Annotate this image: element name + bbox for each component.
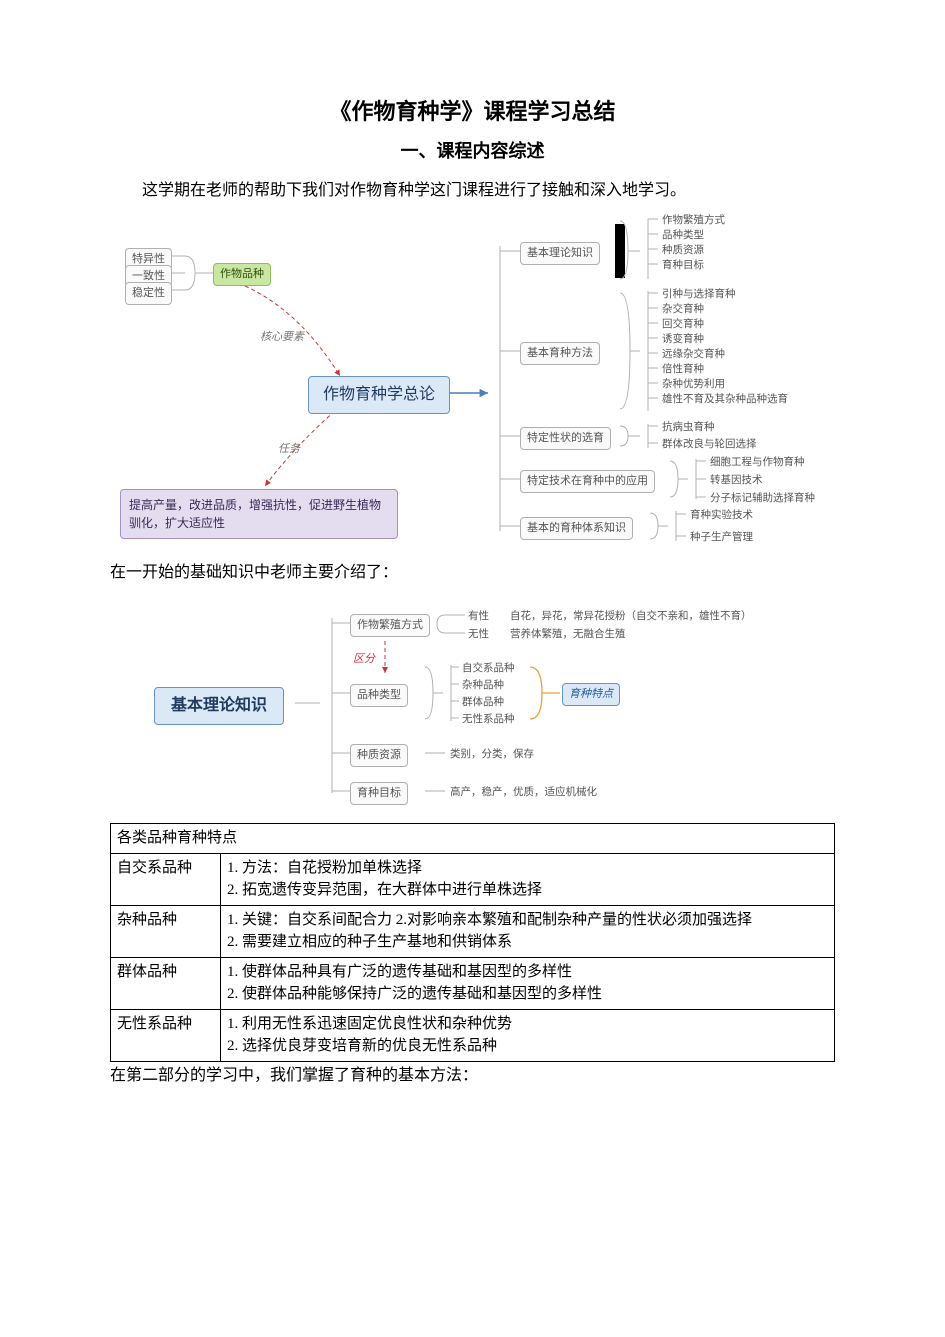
d1-item: 分子标记辅助选择育种	[710, 491, 815, 507]
d1-item: 杂种优势利用	[662, 377, 725, 393]
doc-title: 《作物育种学》课程学习总结	[110, 95, 835, 128]
table-cell: 1. 方法：自花授粉加单株选择 2. 拓宽遗传变异范围，在大群体中进行单株选择	[221, 853, 835, 905]
d1-item: 品种类型	[662, 228, 704, 244]
table-key: 无性系品种	[111, 1009, 221, 1061]
d1-item: 育种目标	[662, 258, 704, 274]
d1-item: 种质资源	[662, 243, 704, 259]
end-para: 在第二部分的学习中，我们掌握了育种的基本方法：	[110, 1064, 835, 1088]
d1-branch-title: 基本的育种体系知识	[520, 517, 633, 540]
d1-item: 细胞工程与作物育种	[710, 455, 805, 471]
table-cell: 1. 利用无性系迅速固定优良性状和杂种优势 2. 选择优良芽变培育新的优良无性系…	[221, 1009, 835, 1061]
d2-dist-label: 区分	[353, 651, 375, 668]
d1-branch-title: 特定技术在育种中的应用	[520, 470, 655, 493]
d2-node: 育种目标	[350, 782, 408, 805]
d1-branch-title: 基本育种方法	[520, 342, 600, 365]
d1-item: 抗病虫育种	[662, 420, 715, 436]
d1-item: 回交育种	[662, 317, 704, 333]
d2-right: 高产，稳产，优质，适应机械化	[450, 785, 597, 801]
table-cell: 1. 使群体品种具有广泛的遗传基础和基因型的多样性 2. 使群体品种能够保持广泛…	[221, 957, 835, 1009]
table-key: 群体品种	[111, 957, 221, 1009]
d2-item: 群体品种	[462, 695, 504, 711]
d1-item: 转基因技术	[710, 473, 763, 489]
d1-item: 倍性育种	[662, 362, 704, 378]
d1-item: 雄性不育及其杂种品种选育	[662, 392, 788, 408]
d2-item: 自交系品种	[462, 661, 515, 677]
d1-item: 种子生产管理	[690, 530, 753, 546]
d2-node: 种质资源	[350, 744, 408, 767]
d1-green-box: 作物品种	[213, 263, 271, 286]
d1-task-label: 任务	[278, 441, 300, 458]
feature-table: 各类品种育种特点 自交系品种 1. 方法：自花授粉加单株选择 2. 拓宽遗传变异…	[110, 823, 835, 1062]
mid-para: 在一开始的基础知识中老师主要介绍了：	[110, 561, 835, 585]
d2-kv-key: 无性	[468, 627, 489, 643]
d1-item: 作物繁殖方式	[662, 213, 725, 229]
table-header: 各类品种育种特点	[111, 824, 835, 854]
d1-item: 诱变育种	[662, 332, 704, 348]
d2-right: 类别，分类，保存	[450, 747, 534, 763]
d1-center: 作物育种学总论	[308, 376, 450, 414]
d2-kv-val: 营养体繁殖，无融合生殖	[510, 627, 626, 643]
table-key: 杂种品种	[111, 905, 221, 957]
intro-para: 这学期在老师的帮助下我们对作物育种学这门课程进行了接触和深入地学习。	[110, 179, 835, 203]
d2-node: 品种类型	[350, 684, 408, 707]
d2-kv-key: 有性	[468, 609, 489, 625]
d1-purple: 提高产量，改进品质，增强抗性，促进野生植物驯化，扩大适应性	[120, 489, 398, 539]
d2-feature-tag: 育种特点	[562, 683, 620, 706]
d1-item: 杂交育种	[662, 302, 704, 318]
d2-node: 作物繁殖方式	[350, 614, 430, 637]
d1-item: 群体改良与轮回选择	[662, 437, 757, 453]
d2-item: 无性系品种	[462, 712, 515, 728]
table-cell: 1. 关键：自交系间配合力 2.对影响亲本繁殖和配制杂种产量的性状必须加强选择 …	[221, 905, 835, 957]
d2-root: 基本理论知识	[154, 687, 284, 725]
d1-char: 稳定性	[125, 282, 172, 305]
d2-item: 杂种品种	[462, 678, 504, 694]
d2-kv-val: 自花，异花，常异花授粉（自交不亲和，雄性不育）	[510, 609, 752, 625]
d1-item: 远缘杂交育种	[662, 347, 725, 363]
d1-core-label: 核心要素	[260, 329, 304, 346]
diagram-basics: 基本理论知识 作物繁殖方式 有性 自花，异花，常异花授粉（自交不亲和，雄性不育）…	[110, 593, 835, 813]
section-heading: 一、课程内容综述	[110, 138, 835, 165]
d1-item: 引种与选择育种	[662, 287, 736, 303]
d1-branch-title: 基本理论知识	[520, 242, 600, 265]
diagram-overview: 特异性 一致性 稳定性 作物品种 核心要素 作物育种学总论 任务 提高产量，改进…	[110, 211, 835, 551]
d1-item: 育种实验技术	[690, 508, 753, 524]
d1-branch-title: 特定性状的选育	[520, 427, 611, 450]
table-key: 自交系品种	[111, 853, 221, 905]
